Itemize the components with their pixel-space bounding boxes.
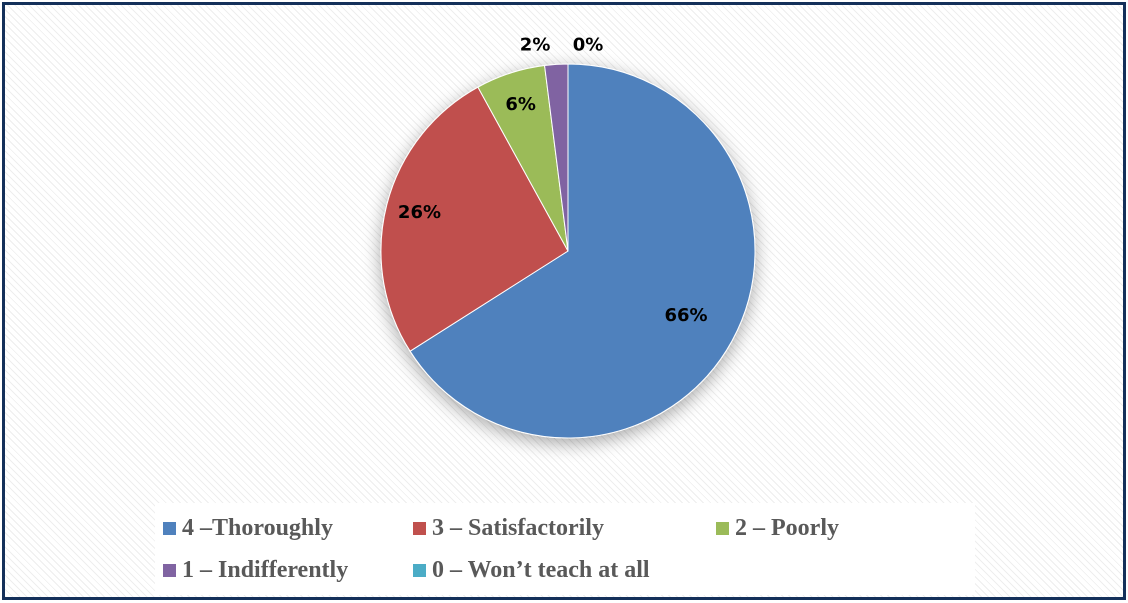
legend-swatch-poorly bbox=[716, 522, 729, 535]
pie-slice-satisfactorily bbox=[380, 86, 569, 352]
legend-label-wont-teach: 0 – Won’t teach at all bbox=[432, 557, 650, 583]
legend-swatch-wont-teach bbox=[413, 564, 426, 577]
data-label-satisfactorily: 26% bbox=[398, 202, 441, 223]
data-label-poorly: 6% bbox=[505, 94, 536, 115]
legend-swatch-thoroughly bbox=[163, 522, 176, 535]
data-label-won-t-teach-at-all: 0% bbox=[573, 34, 604, 55]
legend-label-poorly: 2 – Poorly bbox=[735, 515, 839, 541]
legend-label-indifferently: 1 – Indifferently bbox=[182, 557, 349, 583]
data-label-thoroughly: 66% bbox=[664, 305, 707, 326]
legend-item-thoroughly: 4 –Thoroughly bbox=[163, 515, 333, 542]
legend-item-satisfactorily: 3 – Satisfactorily bbox=[413, 515, 604, 542]
legend-swatch-indifferently bbox=[163, 564, 176, 577]
pie-slice-thoroughly bbox=[409, 63, 756, 439]
legend-swatch-satisfactorily bbox=[413, 522, 426, 535]
pie-slice-indifferently bbox=[544, 63, 569, 252]
legend: 4 –Thoroughly 3 – Satisfactorily 2 – Poo… bbox=[155, 503, 975, 595]
data-label-indifferently: 2% bbox=[520, 35, 551, 56]
legend-label-satisfactorily: 3 – Satisfactorily bbox=[432, 515, 604, 541]
legend-label-thoroughly: 4 –Thoroughly bbox=[182, 515, 333, 541]
legend-item-wont-teach: 0 – Won’t teach at all bbox=[413, 557, 650, 584]
legend-item-indifferently: 1 – Indifferently bbox=[163, 557, 348, 584]
pie-chart: 66% 26% 6% 2% 0% bbox=[380, 34, 756, 439]
legend-item-poorly: 2 – Poorly bbox=[716, 515, 839, 542]
